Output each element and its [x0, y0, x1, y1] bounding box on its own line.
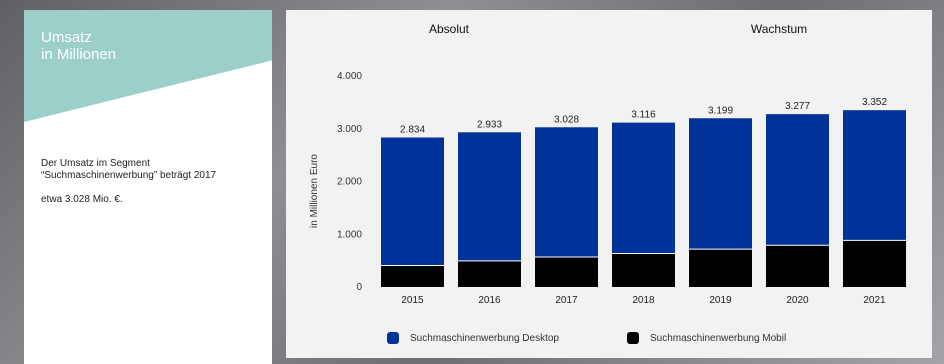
description-paragraph-2: etwa 3.028 Mio. €. — [41, 194, 123, 205]
bar-desktop — [689, 118, 752, 250]
card-title-line2: in Millionen — [41, 46, 117, 63]
bar-desktop — [843, 110, 906, 241]
bar-desktop — [535, 127, 598, 258]
legend-label: Suchmaschinenwerbung Mobil — [650, 333, 786, 344]
bar-desktop — [381, 137, 444, 266]
x-tick-label: 2019 — [709, 295, 732, 306]
y-ticks: 0 1.000 2.000 3.000 4.000 — [337, 71, 362, 293]
x-tick-label: 2015 — [401, 295, 424, 306]
bar-mobile — [766, 245, 829, 287]
total-label: 2.933 — [477, 119, 502, 130]
stacked-bar-chart: Absolut Wachstum in Millionen Euro 0 1.00… — [309, 22, 906, 344]
total-label: 2.834 — [400, 125, 425, 136]
bar-mobile — [458, 260, 521, 287]
total-labels: 2.834 2.933 3.028 3.116 3.199 3.277 3.352 — [400, 97, 887, 135]
tab-wachstum[interactable]: Wachstum — [751, 22, 807, 36]
x-ticks: 2015 2016 2017 2018 2019 2020 2021 — [401, 295, 886, 306]
card-description: Der Umsatz im Segment “Suchmaschinenwerb… — [41, 158, 266, 218]
bar-desktop — [766, 114, 829, 246]
info-card: Umsatz in Millionen Der Umsatz im Segmen… — [24, 10, 272, 364]
x-tick-label: 2016 — [478, 295, 501, 306]
bar-mobile — [535, 257, 598, 287]
bar-mobile — [843, 240, 906, 287]
x-tick-label: 2017 — [555, 295, 578, 306]
legend-swatch — [627, 332, 639, 344]
bar-mobile — [612, 253, 675, 287]
bars — [381, 110, 906, 287]
x-tick-label: 2018 — [632, 295, 655, 306]
y-tick-label: 4.000 — [337, 71, 362, 82]
total-label: 3.277 — [785, 101, 810, 112]
total-label: 3.199 — [708, 105, 733, 116]
y-tick-label: 3.000 — [337, 124, 362, 135]
x-tick-label: 2020 — [786, 295, 809, 306]
y-tick-label: 2.000 — [337, 177, 362, 188]
legend-label: Suchmaschinenwerbung Desktop — [410, 333, 559, 344]
teal-banner — [24, 10, 272, 122]
total-label: 3.116 — [631, 110, 656, 121]
bar-mobile — [689, 249, 752, 287]
legend-swatch — [387, 332, 399, 344]
y-tick-label: 1.000 — [337, 229, 362, 240]
legend: Suchmaschinenwerbung Desktop Suchmaschine… — [387, 332, 786, 344]
chart-panel: Absolut Wachstum in Millionen Euro 0 1.00… — [286, 10, 932, 358]
tab-absolut[interactable]: Absolut — [429, 22, 470, 36]
card-title-line1: Umsatz — [41, 29, 92, 46]
bar-desktop — [458, 132, 521, 261]
bar-desktop — [612, 122, 675, 254]
y-axis-label: in Millionen Euro — [309, 154, 320, 228]
bar-mobile — [381, 265, 444, 287]
total-label: 3.352 — [862, 97, 887, 108]
x-tick-label: 2021 — [863, 295, 886, 306]
card-title: Umsatz in Millionen — [41, 29, 116, 63]
total-label: 3.028 — [554, 114, 579, 125]
y-tick-label: 0 — [356, 282, 362, 293]
description-paragraph-1: Der Umsatz im Segment “Suchmaschinenwerb… — [41, 158, 217, 181]
